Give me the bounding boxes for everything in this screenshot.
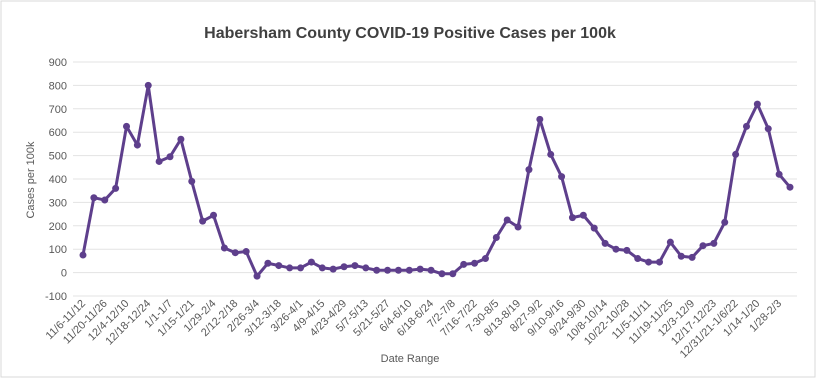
data-point — [514, 223, 522, 231]
data-point — [568, 214, 576, 222]
y-tick-label: 600 — [49, 127, 67, 139]
data-point — [177, 135, 185, 143]
data-point — [590, 224, 598, 232]
data-point — [471, 259, 479, 267]
data-point — [242, 248, 250, 256]
y-tick-label: 800 — [49, 80, 67, 92]
y-axis-title: Cases per 100k — [25, 141, 37, 219]
data-point — [536, 115, 544, 123]
data-point — [742, 122, 750, 130]
data-point — [525, 166, 533, 174]
y-tick-label: 100 — [49, 244, 67, 256]
data-point — [144, 81, 152, 89]
data-point — [318, 264, 326, 272]
data-point — [155, 157, 163, 165]
data-point — [166, 153, 174, 161]
data-point — [231, 249, 239, 257]
data-point — [112, 184, 120, 192]
data-point — [623, 246, 631, 254]
data-point — [373, 266, 381, 274]
data-point — [579, 211, 587, 219]
data-point — [210, 211, 218, 219]
y-tick-label: 300 — [49, 197, 67, 209]
data-point — [612, 245, 620, 253]
data-point — [123, 122, 131, 130]
y-tick-label: 700 — [49, 104, 67, 116]
data-point — [297, 264, 305, 272]
data-point — [275, 262, 283, 270]
data-point — [384, 266, 392, 274]
data-point — [351, 262, 359, 270]
data-point — [492, 234, 500, 241]
data-point — [732, 150, 740, 158]
data-point — [253, 272, 261, 280]
data-point — [329, 265, 337, 273]
data-point — [394, 266, 402, 274]
data-point — [655, 258, 663, 266]
data-point — [634, 255, 642, 263]
data-point — [775, 170, 783, 178]
data-point — [449, 270, 457, 278]
y-tick-label: 0 — [61, 268, 67, 280]
data-point — [786, 183, 794, 191]
data-point — [481, 255, 489, 263]
y-tick-label: 400 — [49, 174, 67, 186]
data-point — [220, 244, 228, 252]
data-point — [438, 270, 446, 278]
data-point — [199, 217, 207, 225]
data-point — [133, 141, 141, 149]
data-point — [558, 173, 566, 181]
data-point — [721, 218, 729, 226]
data-point — [79, 251, 87, 259]
data-point — [503, 216, 511, 224]
y-tick-label: -100 — [45, 291, 67, 303]
data-point — [699, 242, 707, 250]
data-point — [460, 260, 468, 268]
data-point — [188, 177, 196, 185]
data-point — [710, 239, 718, 247]
data-point — [405, 266, 413, 274]
data-point — [362, 264, 370, 272]
y-tick-label: 500 — [49, 151, 67, 163]
data-point — [645, 258, 653, 266]
data-point — [101, 196, 109, 204]
data-point — [688, 253, 696, 261]
data-point — [90, 194, 98, 202]
data-point — [307, 258, 315, 266]
chart-title: Habersham County COVID-19 Positive Cases… — [204, 25, 616, 42]
data-point — [340, 263, 348, 271]
y-tick-label: 200 — [49, 221, 67, 233]
data-point — [547, 150, 555, 158]
y-tick-label: 900 — [49, 57, 67, 69]
data-point — [753, 100, 761, 108]
data-point — [286, 264, 294, 272]
x-axis-title: Date Range — [381, 353, 440, 365]
data-point — [264, 259, 272, 267]
data-point — [677, 252, 685, 260]
data-point — [416, 265, 424, 273]
data-point — [666, 238, 674, 246]
data-point — [427, 266, 435, 274]
data-point — [764, 125, 772, 133]
data-point — [601, 239, 609, 247]
